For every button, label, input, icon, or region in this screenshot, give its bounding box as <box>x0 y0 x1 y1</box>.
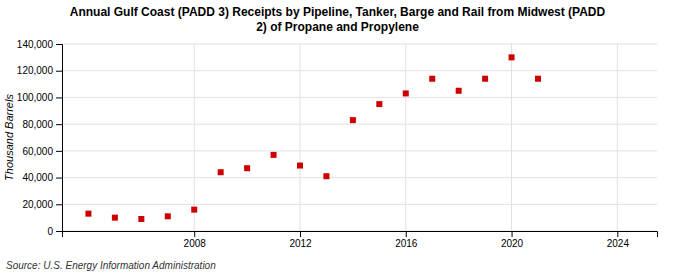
point <box>165 213 171 219</box>
x-tick-label: 2024 <box>607 238 630 249</box>
y-grid-line <box>62 44 657 45</box>
y-axis-label: Thousand Barrels <box>3 94 15 181</box>
x-tick-label: 2016 <box>395 238 418 249</box>
x-tick-mark <box>194 231 195 237</box>
y-axis: 0 20,000 40,000 60,000 80,000 100,000 120,000 1… <box>17 39 63 237</box>
title: Annual Gulf Coast (PADD 3) Receipts by P… <box>70 5 606 34</box>
point <box>138 216 144 222</box>
y-axis-line <box>56 45 63 232</box>
y-grid-line <box>62 177 657 178</box>
point <box>244 165 250 171</box>
point <box>429 76 435 82</box>
y-grid-line <box>62 97 657 98</box>
y-tick-label: 40,000 <box>22 172 53 183</box>
x-grid-line <box>194 44 195 231</box>
y-tick-label: 140,000 <box>17 39 54 50</box>
y-tick: 60,000 <box>22 146 62 157</box>
point <box>456 88 462 94</box>
x-tick-label: 2012 <box>289 238 312 249</box>
y-tick: 40,000 <box>22 172 62 183</box>
y-tick: 120,000 <box>17 65 62 76</box>
source: Source: U.S. Energy Information Administ… <box>6 260 216 271</box>
grid <box>62 44 657 231</box>
y-tick-mark <box>56 71 62 72</box>
x-axis-line <box>63 232 658 238</box>
y-tick-mark <box>56 151 62 152</box>
x-tick-label: 2020 <box>501 238 524 249</box>
x-tick: 2008 <box>184 231 207 249</box>
x-tick-mark <box>300 231 301 237</box>
y-tick-label: 100,000 <box>17 92 54 103</box>
chart: 2008 2012 2016 2020 2024 0 20,000 40,000 60,000 8… <box>0 0 675 275</box>
point <box>191 207 197 213</box>
y-tick: 80,000 <box>22 119 62 130</box>
y-grid-line <box>62 204 657 205</box>
y-tick-label: 120,000 <box>17 65 54 76</box>
y-tick-mark <box>56 97 62 98</box>
point <box>218 169 224 175</box>
y-grid-line <box>62 70 657 71</box>
x-grid-line <box>617 44 618 231</box>
y-tick-label: 80,000 <box>22 119 53 130</box>
x-tick: 2024 <box>607 231 630 249</box>
y-grid-line <box>62 150 657 151</box>
x-tick: 2016 <box>395 231 418 249</box>
x-grid-line <box>511 44 512 231</box>
point <box>323 173 329 179</box>
x-tick-label: 2008 <box>184 238 207 249</box>
y-tick-label: 0 <box>47 226 53 237</box>
x-tick-mark <box>406 231 407 237</box>
point <box>112 215 118 221</box>
x-grid-line <box>405 44 406 231</box>
x-grid-line <box>300 44 301 231</box>
x-axis: 2008 2012 2016 2020 2024 <box>63 231 658 249</box>
y-tick-mark <box>56 124 62 125</box>
y-tick: 100,000 <box>17 92 62 103</box>
x-tick-mark <box>512 231 513 237</box>
y-tick: 20,000 <box>22 199 62 210</box>
y-tick-mark <box>56 44 62 45</box>
x-tick-mark <box>617 231 618 237</box>
point <box>403 90 409 96</box>
y-tick-mark <box>56 204 62 205</box>
point <box>297 163 303 169</box>
point <box>482 76 488 82</box>
point <box>85 211 91 217</box>
y-tick: 140,000 <box>17 39 62 50</box>
title-line: Annual Gulf Coast (PADD 3) Receipts by P… <box>70 5 606 19</box>
x-tick: 2020 <box>501 231 524 249</box>
plot-area <box>85 54 541 222</box>
point <box>271 152 277 158</box>
x-tick: 2012 <box>289 231 312 249</box>
y-tick: 0 <box>47 226 62 237</box>
point <box>376 101 382 107</box>
y-tick-mark <box>56 178 62 179</box>
point <box>509 54 515 60</box>
title-line: 2) of Propane and Propylene <box>256 20 419 34</box>
y-grid-line <box>62 124 657 125</box>
y-tick-mark <box>56 231 62 232</box>
point <box>535 76 541 82</box>
y-tick-label: 20,000 <box>22 199 53 210</box>
y-tick-label: 60,000 <box>22 146 53 157</box>
point <box>350 117 356 123</box>
